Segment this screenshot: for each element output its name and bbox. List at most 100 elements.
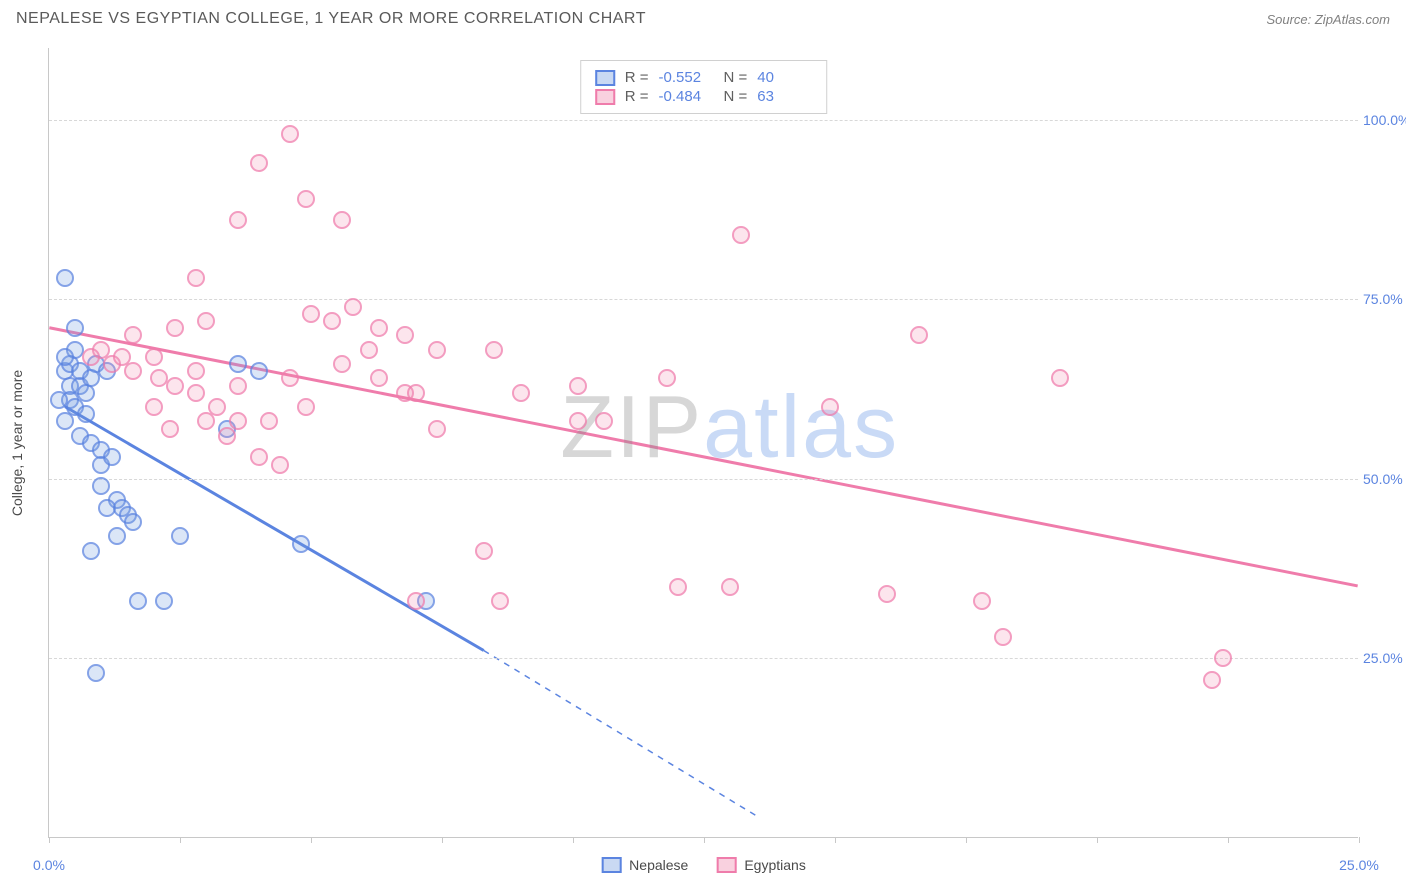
data-point (145, 348, 163, 366)
data-point (333, 211, 351, 229)
data-point (396, 326, 414, 344)
x-tick (1097, 837, 1098, 843)
data-point (569, 412, 587, 430)
stat-r-label: R = (625, 88, 649, 105)
gridline (49, 479, 1358, 480)
series-swatch (595, 70, 615, 86)
y-axis-label: College, 1 year or more (9, 369, 25, 515)
data-point (260, 412, 278, 430)
data-point (821, 398, 839, 416)
legend-swatch (601, 857, 621, 873)
series-swatch (595, 89, 615, 105)
data-point (407, 384, 425, 402)
x-tick (442, 837, 443, 843)
data-point (344, 298, 362, 316)
data-point (878, 585, 896, 603)
data-point (82, 348, 100, 366)
data-point (229, 377, 247, 395)
legend: Nepalese Egyptians (601, 857, 806, 873)
x-tick-label: 25.0% (1339, 857, 1379, 873)
data-point (732, 226, 750, 244)
data-point (197, 412, 215, 430)
data-point (428, 341, 446, 359)
x-tick (49, 837, 50, 843)
data-point (281, 369, 299, 387)
data-point (82, 542, 100, 560)
data-point (124, 362, 142, 380)
stats-row: R =-0.484N =63 (595, 88, 813, 105)
chart-title: NEPALESE VS EGYPTIAN COLLEGE, 1 YEAR OR … (16, 10, 646, 28)
x-tick (835, 837, 836, 843)
data-point (145, 398, 163, 416)
data-point (171, 527, 189, 545)
data-point (333, 355, 351, 373)
legend-label: Nepalese (629, 857, 688, 873)
data-point (491, 592, 509, 610)
data-point (658, 369, 676, 387)
data-point (108, 527, 126, 545)
data-point (292, 535, 310, 553)
data-point (250, 154, 268, 172)
data-point (124, 326, 142, 344)
data-point (302, 305, 320, 323)
data-point (197, 312, 215, 330)
data-point (218, 427, 236, 445)
data-point (124, 513, 142, 531)
data-point (485, 341, 503, 359)
data-point (569, 377, 587, 395)
data-point (56, 412, 74, 430)
data-point (187, 269, 205, 287)
data-point (721, 578, 739, 596)
source-attribution: Source: ZipAtlas.com (1266, 12, 1390, 27)
data-point (323, 312, 341, 330)
stat-r-value: -0.552 (659, 69, 714, 86)
data-point (77, 405, 95, 423)
data-point (129, 592, 147, 610)
x-tick (311, 837, 312, 843)
x-tick (966, 837, 967, 843)
data-point (229, 211, 247, 229)
stat-n-label: N = (724, 88, 748, 105)
legend-item: Nepalese (601, 857, 688, 873)
correlation-stats-box: R =-0.552N =40R =-0.484N =63 (580, 60, 828, 114)
data-point (910, 326, 928, 344)
gridline (49, 658, 1358, 659)
data-point (428, 420, 446, 438)
data-point (595, 412, 613, 430)
x-tick-label: 0.0% (33, 857, 65, 873)
trend-line-extrapolated (484, 651, 756, 816)
data-point (1214, 649, 1232, 667)
scatter-chart: College, 1 year or more ZIPatlas R =-0.5… (48, 48, 1358, 838)
data-point (166, 319, 184, 337)
x-tick (573, 837, 574, 843)
data-point (669, 578, 687, 596)
gridline (49, 120, 1358, 121)
data-point (66, 319, 84, 337)
x-tick (704, 837, 705, 843)
stat-r-label: R = (625, 69, 649, 86)
stat-n-value: 63 (757, 88, 812, 105)
data-point (1051, 369, 1069, 387)
data-point (92, 477, 110, 495)
data-point (161, 420, 179, 438)
data-point (155, 592, 173, 610)
data-point (50, 391, 68, 409)
data-point (187, 384, 205, 402)
legend-item: Egyptians (716, 857, 805, 873)
data-point (187, 362, 205, 380)
data-point (1203, 671, 1221, 689)
y-tick-label: 75.0% (1363, 291, 1406, 307)
data-point (973, 592, 991, 610)
data-point (281, 125, 299, 143)
y-tick-label: 50.0% (1363, 471, 1406, 487)
data-point (87, 664, 105, 682)
data-point (407, 592, 425, 610)
data-point (166, 377, 184, 395)
data-point (370, 369, 388, 387)
data-point (297, 190, 315, 208)
stats-row: R =-0.552N =40 (595, 69, 813, 86)
stat-n-value: 40 (757, 69, 812, 86)
data-point (56, 269, 74, 287)
legend-swatch (716, 857, 736, 873)
data-point (250, 448, 268, 466)
